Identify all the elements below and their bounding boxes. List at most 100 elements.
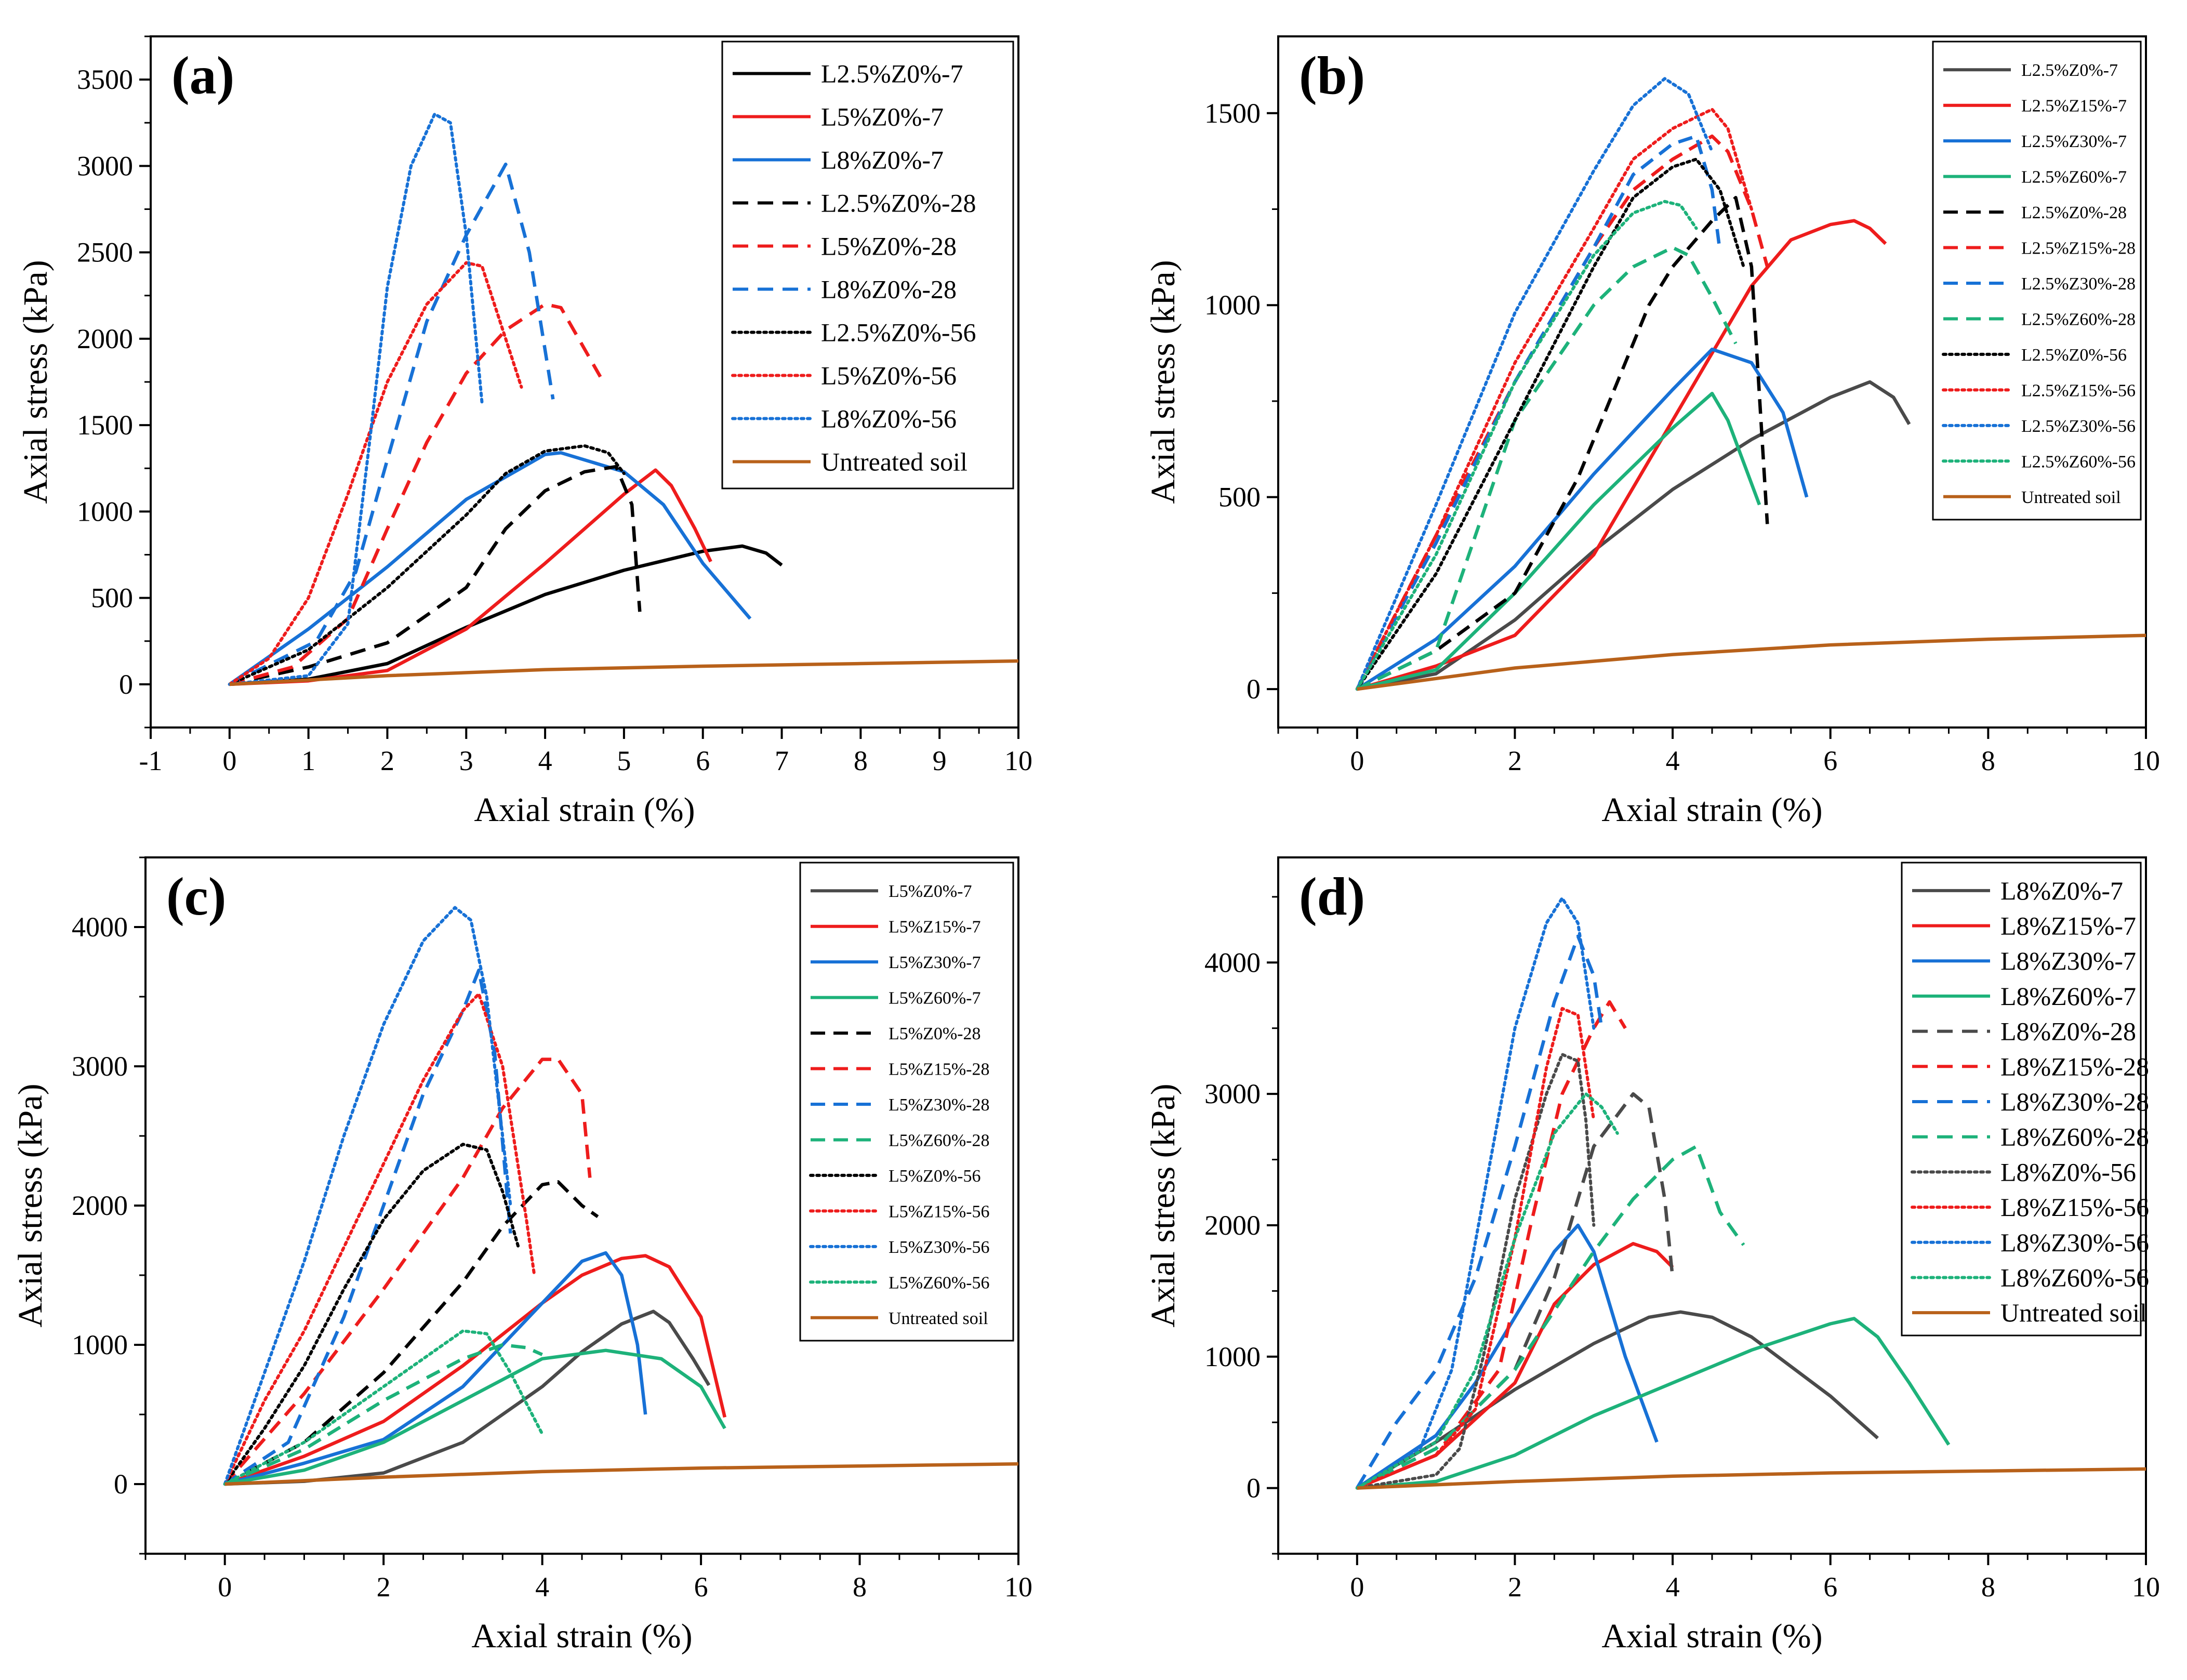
series-line-l8-z0-56 (228, 112, 484, 686)
y-tick-label: 1000 (77, 496, 133, 527)
series-line-l8-z15-7 (1356, 1242, 1674, 1490)
series-line-l5-z0-56 (223, 1143, 520, 1486)
x-tick-label: 8 (853, 1571, 867, 1603)
series-line-l5-z15-7 (224, 1254, 727, 1486)
legend-label: L8%Z60%-28 (2000, 1122, 2149, 1152)
legend-label: L5%Z30%-28 (889, 1095, 990, 1115)
y-tick-label: 1000 (1204, 289, 1261, 321)
legend-label: L2.5%Z0%-56 (2021, 346, 2127, 365)
series-line-l2-5-z0-7 (1357, 380, 1911, 691)
y-tick-label: 2000 (77, 323, 133, 354)
series-line-l2-5-z30-56 (1355, 77, 1714, 691)
legend: L2.5%Z0%-7 L2.5%Z15%-7 L2.5%Z30%-7 L2.5%Z60… (1932, 41, 2142, 521)
x-tick-label: 2 (377, 1571, 391, 1603)
x-tick-label: 8 (854, 745, 868, 776)
legend-label: L2.5%Z60%-28 (2021, 310, 2136, 329)
legend: L2.5%Z0%-7 L5%Z0%-7 L8%Z0%-7 L2.5%Z0%-28 L5%… (721, 41, 1014, 490)
series-line-l5-z30-56 (223, 906, 512, 1486)
series-line-l5-z15-56 (223, 992, 536, 1486)
x-tick-label: 6 (1823, 1571, 1837, 1603)
legend-label: L2.5%Z60%-7 (2021, 168, 2127, 187)
legend-label: L8%Z15%-56 (2000, 1193, 2149, 1222)
y-axis-title: Axial stress (kPa) (11, 1083, 49, 1327)
y-tick-label: 0 (114, 1469, 128, 1500)
legend-label: L2.5%Z30%-28 (2021, 274, 2136, 294)
x-tick-label: 4 (1666, 1571, 1680, 1603)
chart-panel-3: 0 2 4 6 8 10 0 1000 2000 3000 4000 Axial strain (%)… (11, 856, 1032, 1655)
y-tick-label: 1000 (1204, 1341, 1261, 1372)
legend-label: L2.5%Z0%-28 (821, 189, 976, 218)
series-line-l2-5-z0-56 (228, 444, 626, 686)
panel-label: (d) (1299, 867, 1365, 927)
legend-label: L5%Z15%-56 (889, 1202, 990, 1221)
y-tick-label: 1500 (1204, 98, 1261, 129)
legend-label: L5%Z0%-56 (889, 1167, 981, 1186)
y-tick-label: 4000 (1204, 947, 1261, 978)
legend-label: L5%Z0%-7 (889, 882, 972, 901)
x-tick-label: -1 (139, 745, 163, 776)
series-line-l2-5-z15-28 (1355, 134, 1769, 690)
series-line-untreated-soil (1357, 1467, 2146, 1490)
legend-label: L5%Z0%-28 (889, 1024, 981, 1043)
x-axis-title: Axial strain (%) (471, 1617, 692, 1655)
series-line-l8-z60-7 (1357, 1317, 1951, 1490)
series-line-l8-z0-7 (228, 451, 752, 686)
x-tick-label: 0 (1350, 1571, 1364, 1603)
series-line-l8-z0-28 (229, 162, 555, 686)
legend-label: L5%Z30%-7 (889, 953, 981, 972)
series-line-l8-z0-28 (1356, 1092, 1675, 1490)
x-tick-label: 8 (1981, 1571, 1995, 1603)
legend-label: L8%Z30%-7 (2000, 946, 2136, 975)
legend-label: L8%Z30%-56 (2000, 1228, 2149, 1257)
y-tick-label: 3500 (77, 64, 133, 95)
series-line-l2-5-z15-56 (1355, 108, 1753, 691)
x-tick-label: 5 (617, 745, 631, 776)
series-line-l5-z0-7 (224, 1309, 711, 1486)
legend-label: L2.5%Z15%-7 (2021, 97, 2127, 116)
x-tick-label: 8 (1981, 745, 1995, 776)
x-tick-label: 10 (2132, 1571, 2160, 1603)
y-tick-label: 500 (91, 583, 133, 614)
y-tick-label: 0 (119, 669, 133, 700)
series-line-l2-5-z60-56 (1355, 200, 1698, 691)
legend-label: L8%Z0%-7 (2000, 876, 2123, 905)
x-tick-label: 0 (218, 1571, 232, 1603)
legend-label: L8%Z0%-56 (2000, 1157, 2136, 1186)
x-tick-label: 9 (933, 745, 947, 776)
series-line-l8-z60-56 (1355, 1092, 1619, 1490)
x-tick-label: 4 (538, 745, 552, 776)
x-tick-label: 4 (1666, 745, 1680, 776)
series-line-l8-z15-28 (1356, 1000, 1627, 1490)
legend-label: L5%Z0%-28 (821, 232, 957, 261)
legend-label: L2.5%Z30%-7 (2021, 132, 2127, 151)
series-line-l2-5-z15-7 (1356, 219, 1887, 691)
legend-label: L8%Z0%-56 (821, 404, 957, 433)
legend-label: L5%Z60%-28 (889, 1131, 990, 1150)
y-tick-label: 0 (1247, 1473, 1261, 1504)
legend-label: L5%Z0%-7 (821, 102, 944, 131)
legend-label: L2.5%Z60%-56 (2021, 452, 2136, 471)
x-tick-label: 2 (380, 745, 394, 776)
series-line-l5-z30-7 (224, 1251, 647, 1486)
y-tick-label: 0 (1247, 673, 1261, 705)
series-line-l8-z30-28 (1356, 934, 1603, 1489)
series-line-l5-z0-28 (224, 1180, 599, 1486)
legend-label: L8%Z0%-28 (821, 275, 957, 304)
y-axis-title: Axial stress (kPa) (17, 260, 55, 504)
y-tick-label: 2500 (77, 237, 133, 268)
x-tick-label: 6 (1823, 745, 1837, 776)
legend-label: L5%Z30%-56 (889, 1238, 990, 1257)
x-axis-title: Axial strain (%) (1601, 1617, 1822, 1655)
x-axis-title: Axial strain (%) (474, 791, 695, 829)
series-line-l2-5-z0-28 (229, 465, 642, 686)
legend-label: L8%Z15%-28 (2000, 1052, 2149, 1081)
legend-box (1932, 41, 2142, 521)
legend-label: L8%Z0%-28 (2000, 1017, 2136, 1046)
series-line-untreated-soil (1357, 633, 2146, 691)
y-tick-label: 3000 (77, 150, 133, 181)
legend-label: L5%Z0%-56 (821, 361, 957, 390)
legend-label: Untreated soil (2021, 488, 2121, 507)
x-tick-label: 6 (694, 1571, 708, 1603)
series-line-l5-z60-7 (224, 1348, 726, 1486)
